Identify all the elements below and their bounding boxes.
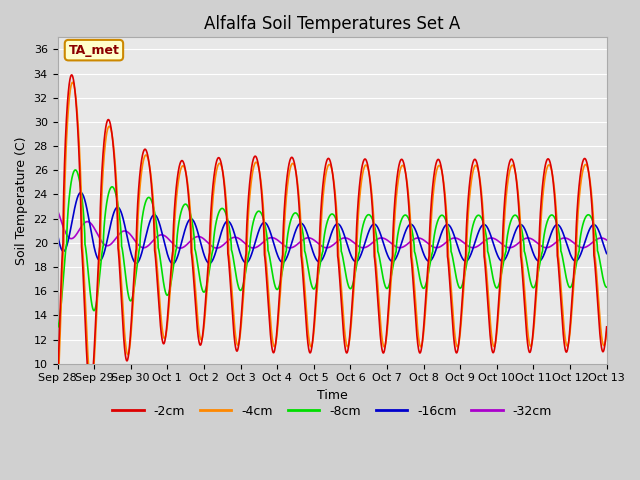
Title: Alfalfa Soil Temperatures Set A: Alfalfa Soil Temperatures Set A xyxy=(204,15,460,33)
Y-axis label: Soil Temperature (C): Soil Temperature (C) xyxy=(15,136,28,265)
X-axis label: Time: Time xyxy=(317,389,348,402)
Legend: -2cm, -4cm, -8cm, -16cm, -32cm: -2cm, -4cm, -8cm, -16cm, -32cm xyxy=(108,400,557,423)
Text: TA_met: TA_met xyxy=(68,44,120,57)
